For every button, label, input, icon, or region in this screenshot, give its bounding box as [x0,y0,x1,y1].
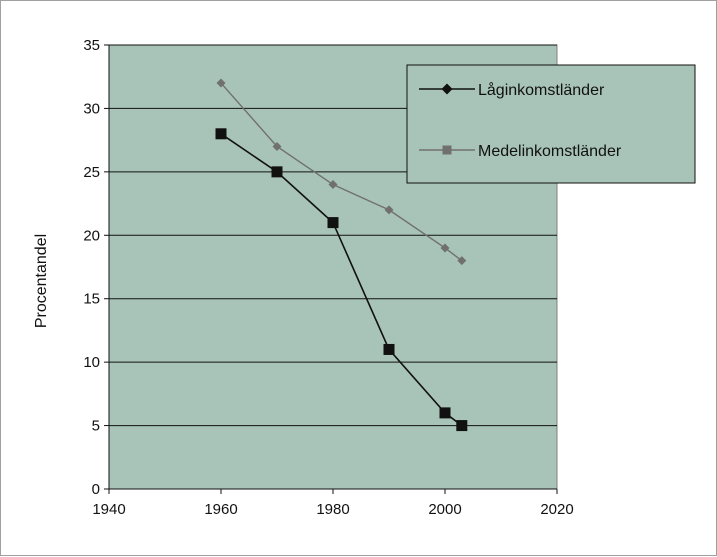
legend-entry: Medelinkomstländer [419,143,622,160]
y-tick-label: 15 [83,291,100,308]
y-tick-label: 30 [83,100,100,117]
x-tick-label: 1980 [316,501,349,518]
y-tick-label: 20 [83,227,100,244]
axes: 0 5 10 15 20 25 30 35 1940 1960 1980 2000 2020 [83,37,573,518]
data-point [439,407,451,419]
series-layer [215,78,468,432]
series [215,128,468,432]
y-tick-label: 10 [83,354,100,371]
y-axis-title: Procentandel [33,234,50,328]
y-tick-label: 35 [83,37,100,54]
legend-box [406,64,696,184]
legend: Låginkomstländer Medelinkomstländer [406,64,696,184]
data-point [327,217,339,229]
legend-marker [442,145,452,155]
x-tick-label: 1960 [204,501,237,518]
y-tick-label: 5 [92,418,100,435]
data-point [271,166,283,178]
data-point [457,256,467,266]
legend-label: Låginkomstländer [478,81,605,99]
data-point [384,205,394,215]
data-point [272,141,282,151]
series [216,78,467,266]
data-point [440,243,450,253]
series-line [220,82,463,262]
y-tick-label: 25 [83,164,100,181]
legend-marker [441,83,453,95]
legend-entry: Låginkomstländer [419,81,605,99]
legend-label: Medelinkomstländer [478,143,622,160]
y-tick-label: 0 [92,481,100,498]
x-tick-label: 2020 [540,501,573,518]
data-point [216,78,226,88]
data-point [215,128,227,140]
x-tick-label: 1940 [92,501,125,518]
data-point [383,343,395,355]
data-point [328,180,338,190]
x-tick-label: 2000 [428,501,461,518]
data-point [456,420,468,432]
